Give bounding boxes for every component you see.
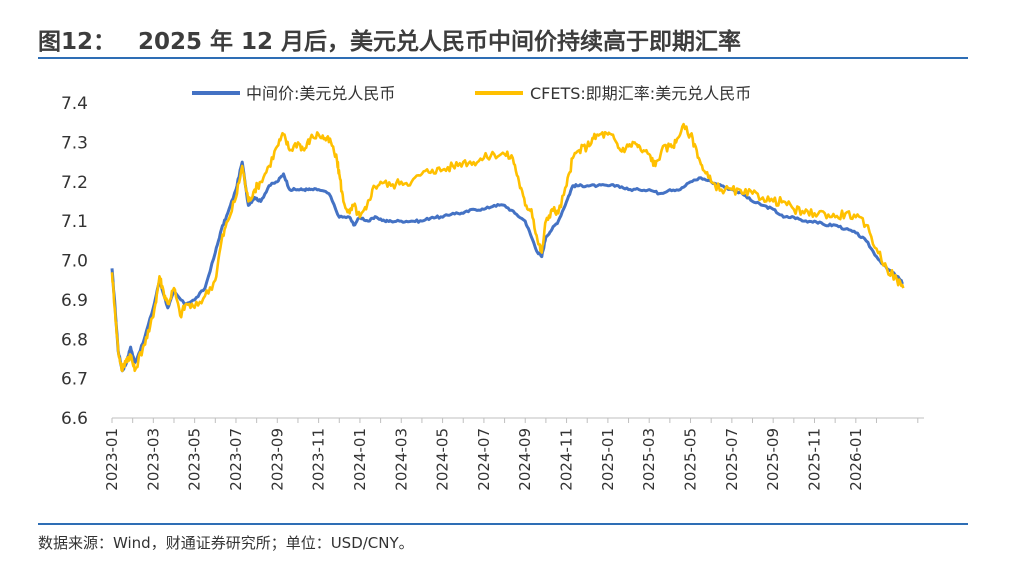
y-tick-label: 6.9 — [61, 291, 88, 311]
y-tick-label: 7.0 — [61, 252, 88, 272]
x-tick-label: 2024-05 — [434, 428, 452, 491]
x-tick-label: 2023-03 — [144, 428, 162, 491]
x-tick-label: 2024-01 — [351, 428, 369, 491]
series-line-spot — [110, 122, 905, 373]
x-tick-label: 2025-01 — [599, 428, 617, 491]
legend-midpoint-label: 中间价:美元兑人民币 — [246, 84, 395, 103]
x-tick-label: 2023-11 — [310, 428, 328, 491]
bottom-rule — [38, 523, 968, 525]
y-tick-label: 7.3 — [61, 133, 88, 153]
y-tick-label: 7.1 — [61, 212, 88, 232]
figure-number: 图12： — [38, 29, 117, 55]
series-line-midpoint — [110, 160, 904, 373]
figure-title-bar: 图12： 2025 年 12 月后，美元兑人民币中间价持续高于即期汇率 — [38, 22, 741, 56]
x-tick-label: 2024-11 — [558, 428, 576, 491]
x-tick-label: 2025-03 — [640, 428, 658, 491]
x-tick-label: 2024-09 — [516, 428, 534, 491]
y-tick-label: 6.6 — [61, 409, 88, 429]
x-tick-label: 2024-03 — [392, 428, 410, 491]
x-tick-label: 2023-05 — [186, 428, 204, 491]
x-tick-label: 2025-11 — [805, 428, 823, 491]
x-tick-label: 2025-09 — [764, 428, 782, 491]
y-tick-label: 6.7 — [61, 370, 88, 390]
y-tick-label: 7.4 — [61, 94, 88, 114]
source-note: 数据来源：Wind，财通证券研究所；单位：USD/CNY。 — [38, 534, 414, 552]
top-rule — [38, 57, 968, 59]
legend-spot-label: CFETS:即期汇率:美元兑人民币 — [530, 84, 751, 103]
y-tick-label: 6.8 — [61, 330, 88, 350]
x-tick-label: 2023-09 — [268, 428, 286, 491]
x-tick-label: 2025-07 — [723, 428, 741, 491]
figure-title: 2025 年 12 月后，美元兑人民币中间价持续高于即期汇率 — [138, 29, 742, 55]
x-tick-label: 2025-05 — [682, 428, 700, 491]
x-tick-label: 2023-01 — [103, 428, 121, 491]
x-tick-label: 2024-07 — [475, 428, 493, 491]
x-tick-label: 2023-07 — [227, 428, 245, 491]
x-tick-label: 2026-01 — [847, 428, 865, 491]
y-tick-label: 7.2 — [61, 173, 88, 193]
